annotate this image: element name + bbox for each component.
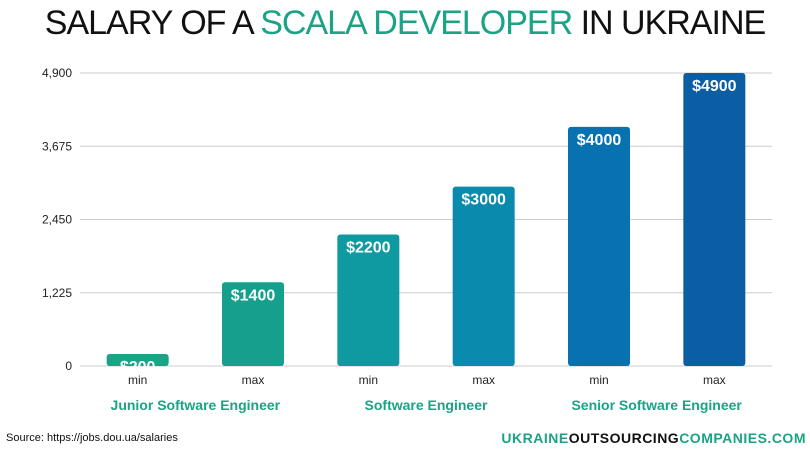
brand-part-3: COMPANIES.COM — [679, 430, 806, 446]
group-label: Senior Software Engineer — [571, 397, 742, 413]
group-labels: Junior Software Engineer Software Enginee… — [111, 397, 743, 413]
data-label: $3000 — [461, 192, 506, 209]
x-tick-label: max — [703, 373, 726, 387]
bar — [222, 282, 284, 366]
gridlines — [80, 72, 772, 367]
y-tick-label: 1,225 — [42, 286, 72, 300]
group-label: Junior Software Engineer — [111, 397, 281, 413]
y-tick-label: 2,450 — [42, 213, 72, 227]
bar — [683, 73, 746, 366]
bar — [337, 234, 400, 366]
bar — [106, 354, 169, 366]
data-label: $1400 — [231, 287, 276, 304]
y-tick-label: 4,900 — [42, 66, 72, 80]
y-tick-label: 3,675 — [42, 139, 72, 153]
bars — [106, 73, 746, 366]
brand-logo-text[interactable]: UKRAINEOUTSOURCINGCOMPANIES.COM — [501, 430, 806, 446]
data-label: $4900 — [692, 78, 737, 95]
y-tick-label: 0 — [65, 359, 72, 373]
title-highlight: SCALA DEVELOPER — [260, 4, 573, 42]
data-label: $4000 — [577, 132, 622, 149]
bar — [568, 126, 630, 366]
x-tick-label: min — [359, 373, 378, 387]
data-label: $2200 — [346, 239, 391, 256]
data-labels: $200 $1400 $2200 $3000 $4000 $4900 — [120, 78, 737, 376]
x-tick-label: max — [242, 373, 265, 387]
title-part-2: IN UKRAINE — [572, 4, 767, 42]
bar — [452, 186, 515, 366]
source-note: Source: https://jobs.dou.ua/salaries — [6, 432, 178, 444]
brand-part-1: UKRAINE — [501, 430, 569, 446]
x-axis-ticks: min max min max min max — [128, 373, 726, 387]
chart-title: SALARY OF A SCALA DEVELOPER IN UKRAINE — [0, 4, 810, 43]
x-tick-label: min — [589, 373, 608, 387]
group-label: Software Engineer — [365, 397, 488, 413]
x-tick-label: max — [472, 373, 495, 387]
y-axis-ticks: 0 1,225 2,450 3,675 4,900 — [42, 66, 72, 373]
brand-part-2: OUTSOURCING — [568, 430, 680, 446]
data-label: $200 — [120, 359, 156, 376]
x-tick-label: min — [128, 373, 147, 387]
title-part-1: SALARY OF A — [44, 4, 261, 42]
